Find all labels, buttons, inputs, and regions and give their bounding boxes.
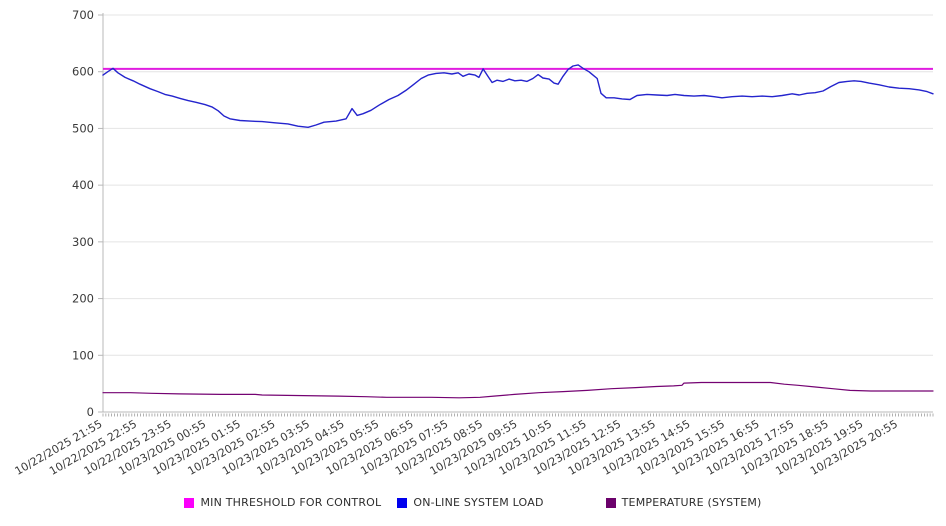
- series-line: [102, 64, 934, 129]
- y-tick-label: 0: [87, 405, 94, 419]
- legend-label-temperature: TEMPERATURE (SYSTEM): [621, 496, 762, 509]
- y-tick-label: 100: [72, 348, 94, 362]
- series-line: [102, 381, 934, 399]
- legend-item-min-threshold: MIN THRESHOLD FOR CONTROL: [184, 496, 381, 509]
- legend-swatch-temperature: [605, 497, 616, 508]
- legend-item-system-load: ON-LINE SYSTEM LOAD: [397, 496, 543, 509]
- y-tick-label: 700: [72, 8, 94, 22]
- y-tick-label: 300: [72, 235, 94, 249]
- y-tick-label: 600: [72, 65, 94, 79]
- y-tick-label: 200: [72, 292, 94, 306]
- legend-swatch-min-threshold: [184, 497, 195, 508]
- y-tick-label: 400: [72, 178, 94, 192]
- legend-label-min-threshold: MIN THRESHOLD FOR CONTROL: [200, 496, 382, 509]
- chart-legend: MIN THRESHOLD FOR CONTROL ON-LINE SYSTEM…: [0, 496, 946, 509]
- legend-item-temperature: TEMPERATURE (SYSTEM): [605, 496, 762, 509]
- legend-swatch-system-load: [397, 497, 408, 508]
- legend-label-system-load: ON-LINE SYSTEM LOAD: [413, 496, 544, 509]
- y-tick-label: 500: [72, 121, 94, 135]
